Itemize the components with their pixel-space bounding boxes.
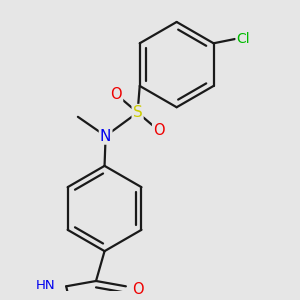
Text: S: S — [133, 105, 142, 120]
Text: O: O — [110, 87, 122, 102]
Text: O: O — [132, 282, 143, 297]
Text: Cl: Cl — [237, 32, 250, 46]
Text: HN: HN — [36, 279, 56, 292]
Text: O: O — [153, 123, 165, 138]
Text: N: N — [100, 128, 111, 143]
